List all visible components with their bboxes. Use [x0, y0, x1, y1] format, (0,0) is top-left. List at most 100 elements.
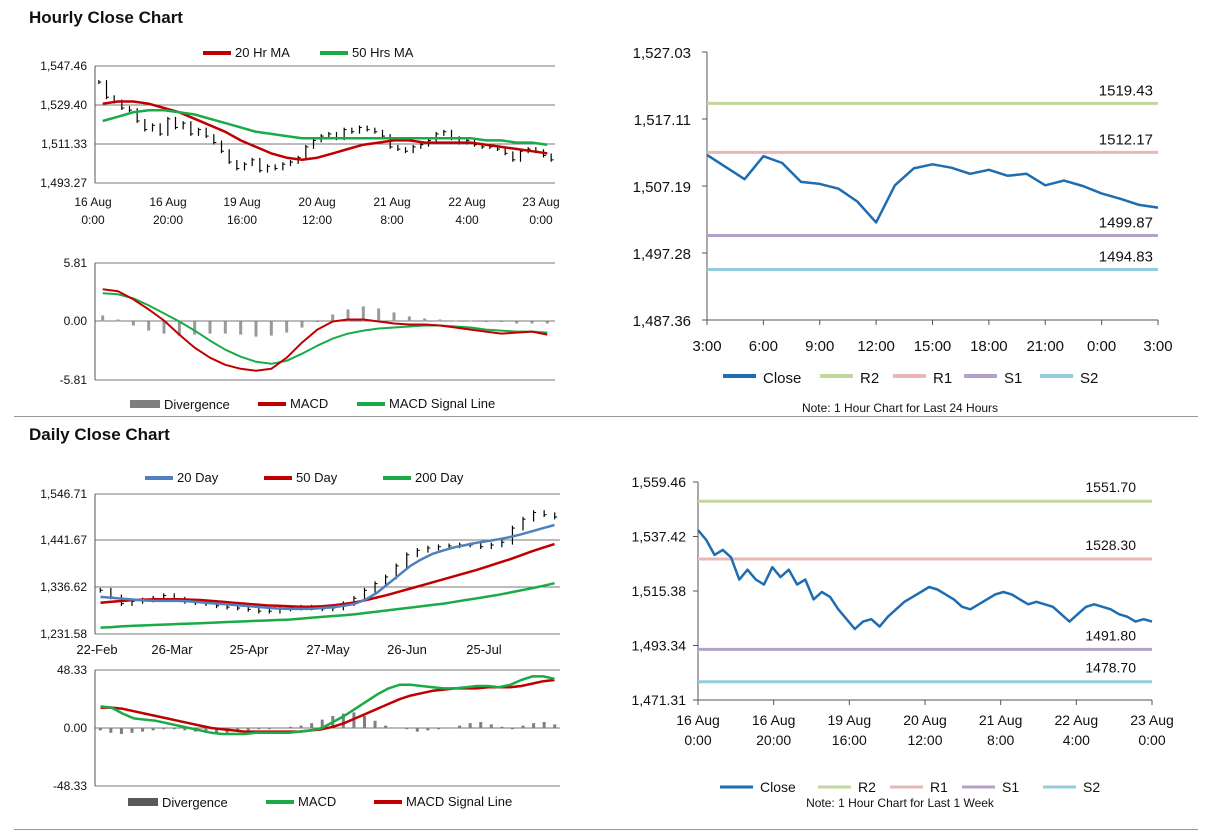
daily-macd-legend-divergence-swatch — [128, 798, 158, 806]
daily-macd-divergence-bar — [310, 723, 314, 728]
hourly-macd-divergence-bar — [315, 321, 319, 322]
hourly-legend-20hr-label: 20 Hr MA — [235, 45, 290, 60]
hourly-price-x-tick-label: 8:00 — [380, 213, 404, 227]
daily-price-y-tick-label: 1,336.62 — [40, 580, 87, 594]
hourly-24h-note: Note: 1 Hour Chart for Last 24 Hours — [802, 401, 998, 415]
hourly-macd-divergence-bar — [239, 321, 243, 335]
hourly-price-y-tick-label: 1,493.27 — [40, 176, 87, 190]
daily-macd-signal-line — [100, 678, 555, 733]
daily-macd-divergence-bar — [489, 724, 493, 728]
daily-macd-legend-macd-label: MACD — [298, 794, 336, 809]
hourly-macd-divergence-bar — [269, 321, 273, 336]
hourly-price-x-tick-label: 21 Aug — [373, 195, 410, 209]
daily-macd-divergence-bar — [447, 728, 451, 729]
hourly-price-y-tick-label: 1,511.33 — [41, 137, 87, 151]
hourly-24h-x-tick-label: 12:00 — [857, 338, 895, 355]
daily-price-x-tick-label: 27-May — [306, 642, 350, 657]
daily-price-x-tick-label: 26-Mar — [151, 642, 193, 657]
hourly-macd-divergence-bar — [331, 314, 335, 322]
daily-price-y-tick-label: 1,441.67 — [40, 533, 87, 547]
daily-week-level-label: 1491.80 — [1085, 627, 1136, 643]
hourly-24h-legend-r1-label: R1 — [933, 370, 952, 387]
hourly-macd-divergence-bar — [469, 320, 473, 322]
hourly-macd-divergence-bar — [285, 321, 289, 333]
hourly-macd-divergence-bar — [499, 321, 503, 322]
daily-legend-50day-label: 50 Day — [296, 470, 338, 485]
hourly-24h-x-tick-label: 9:00 — [805, 338, 834, 355]
hourly-24h-x-tick-label: 0:00 — [1087, 338, 1116, 355]
hourly-24h-legend-s1-label: S1 — [1004, 370, 1022, 387]
daily-week-y-tick-label: 1,559.46 — [632, 474, 687, 490]
hourly-macd-divergence-bar — [407, 316, 411, 322]
daily-week-x-tick-label: 20 Aug — [903, 712, 947, 728]
daily-week-x-tick-label: 21 Aug — [979, 712, 1023, 728]
daily-price-x-tick-label: 25-Apr — [229, 642, 269, 657]
hourly-price-x-tick-label: 20:00 — [153, 213, 183, 227]
hourly-24h-level-label: 1499.87 — [1099, 214, 1153, 231]
hourly-24h-y-tick-label: 1,507.19 — [633, 179, 691, 196]
daily-macd-divergence-bar — [436, 728, 440, 730]
daily-price-50day-line — [100, 542, 555, 608]
daily-macd-divergence-bar — [289, 726, 293, 728]
daily-macd-line — [100, 675, 555, 736]
daily-macd-divergence-bar — [183, 728, 187, 731]
hourly-price-x-tick-label: 0:00 — [529, 213, 553, 227]
daily-macd-y-tick-label: -48.33 — [53, 779, 87, 793]
hourly-price-x-tick-label: 23 Aug — [522, 195, 559, 209]
daily-week-legend-s2-label: S2 — [1083, 779, 1100, 795]
daily-week-x-tick-label: 19 Aug — [828, 712, 872, 728]
daily-macd-divergence-bar — [98, 728, 102, 731]
daily-macd-divergence-bar — [521, 725, 525, 728]
daily-macd-divergence-bar — [172, 728, 176, 730]
hourly-24h-legend-r2-label: R2 — [860, 370, 879, 387]
bottom-divider — [14, 829, 1198, 830]
daily-week-y-tick-label: 1,515.38 — [632, 583, 687, 599]
daily-week-x-tick-label: 23 Aug — [1130, 712, 1174, 728]
daily-week-x-tick-label: 8:00 — [987, 732, 1014, 748]
hourly-macd-legend-divergence-label: Divergence — [164, 397, 230, 412]
hourly-macd-divergence-bar — [208, 321, 212, 334]
hourly-macd-divergence-bar — [177, 321, 181, 336]
daily-week-x-tick-label: 16 Aug — [676, 712, 720, 728]
daily-week-level-label: 1478.70 — [1085, 660, 1136, 676]
hourly-24h-x-tick-label: 3:00 — [1143, 338, 1172, 355]
hourly-macd-divergence-bar — [254, 321, 258, 337]
section-divider — [14, 416, 1198, 417]
hourly-price-y-tick-label: 1,547.46 — [40, 59, 87, 73]
hourly-macd-divergence-bar — [377, 308, 381, 322]
daily-macd-divergence-bar — [141, 728, 145, 732]
hourly-section-title: Hourly Close Chart — [29, 8, 183, 27]
daily-week-x-tick-label: 22 Aug — [1055, 712, 1099, 728]
hourly-price-x-tick-label: 16:00 — [227, 213, 257, 227]
hourly-24h-y-tick-label: 1,527.03 — [633, 45, 691, 62]
hourly-macd-y-tick-label: 5.81 — [64, 256, 88, 270]
daily-macd-y-tick-label: 48.33 — [57, 663, 87, 677]
daily-week-x-tick-label: 12:00 — [907, 732, 942, 748]
daily-macd-divergence-bar — [278, 728, 282, 729]
hourly-macd-divergence-bar — [223, 321, 227, 334]
daily-section-title: Daily Close Chart — [29, 425, 170, 444]
daily-week-level-label: 1528.30 — [1085, 537, 1136, 553]
daily-week-legend-close-label: Close — [760, 779, 796, 795]
hourly-macd-y-tick-label: 0.00 — [64, 314, 88, 328]
daily-price-20day-line — [100, 523, 555, 611]
daily-macd-divergence-bar — [553, 724, 557, 728]
hourly-macd-divergence-bar — [361, 306, 365, 322]
daily-week-close-line — [697, 529, 1153, 631]
daily-macd-legend-signal-label: MACD Signal Line — [406, 794, 512, 809]
daily-macd-divergence-bar — [384, 725, 388, 728]
daily-macd-y-tick-label: 0.00 — [64, 721, 88, 735]
hourly-macd-divergence-bar — [423, 318, 427, 322]
hourly-24h-close-line — [706, 153, 1159, 224]
hourly-macd-legend-signal-label: MACD Signal Line — [389, 396, 495, 411]
daily-price-y-tick-label: 1,546.71 — [40, 487, 87, 501]
hourly-macd-divergence-bar — [453, 320, 457, 322]
daily-macd-divergence-bar — [162, 728, 166, 730]
hourly-macd-divergence-bar — [346, 309, 350, 322]
daily-week-x-tick-label: 16 Aug — [752, 712, 796, 728]
hourly-24h-level-label: 1512.17 — [1099, 131, 1153, 148]
daily-macd-divergence-bar — [468, 723, 472, 728]
daily-macd-divergence-bar — [320, 719, 324, 728]
hourly-price-x-tick-label: 12:00 — [302, 213, 332, 227]
hourly-price-x-tick-label: 16 Aug — [149, 195, 186, 209]
